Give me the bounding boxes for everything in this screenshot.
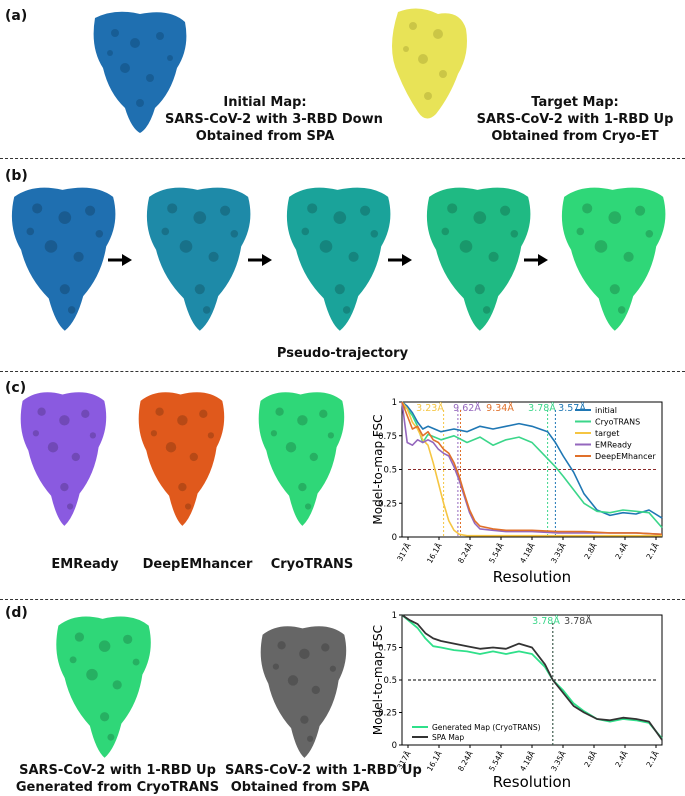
y-tick-label: 0 — [392, 533, 397, 543]
map-label-emready: EMReady — [51, 557, 119, 572]
spa-map-image — [260, 626, 347, 758]
chart-legend: initial CryoTRANS target EMReady DeepEMhance… — [575, 406, 656, 461]
x-tick-label: 2.8Å — [582, 749, 599, 769]
legend-entry: DeepEMhancer — [595, 452, 656, 461]
spa-map-caption: SARS-CoV-2 with 1-RBD Up Obtained from S… — [225, 763, 422, 795]
trajectory-arrow-3 — [388, 254, 412, 266]
generated-map-image — [56, 616, 151, 758]
deepemhancer-map-image — [138, 392, 225, 526]
generated-map-caption: SARS-CoV-2 with 1-RBD Up Generated from … — [15, 763, 220, 795]
fsc-chart-c: 0 0.25 0.5 0.75 1 317Å 16.1Å 8.24Å 5.54Å 4.18Å 3.3… — [371, 398, 663, 586]
x-tick-label: 2.4Å — [613, 541, 630, 561]
y-tick-label: 0 — [392, 741, 397, 751]
legend-entry: SPA Map — [432, 733, 464, 742]
x-tick-label: 8.24Å — [456, 541, 475, 565]
x-tick-label: 8.24Å — [456, 749, 475, 773]
target-map-caption: Target Map: SARS-CoV-2 with 1-RBD Up Obt… — [476, 95, 674, 144]
y-tick-label: 0.75 — [378, 432, 397, 442]
resolution-annotation: 9.62Å — [453, 402, 481, 414]
trajectory-frame-2 — [146, 187, 251, 331]
x-tick-label: 2.4Å — [613, 749, 630, 769]
x-tick-label: 2.1Å — [644, 541, 661, 561]
emready-map-image — [20, 392, 107, 526]
trajectory-arrow-1 — [108, 254, 132, 266]
divider-cd — [0, 599, 685, 600]
y-tick-label: 0.5 — [383, 466, 397, 476]
series-line-4 — [401, 401, 663, 536]
y-tick-label: 0.25 — [378, 499, 397, 509]
y-axis-label: Model-to-map FSC — [371, 414, 385, 524]
trajectory-arrow-4 — [524, 254, 548, 266]
panel-label-b: (b) — [5, 168, 28, 184]
y-tick-label: 0.5 — [383, 676, 397, 686]
x-tick-label: 16.1Å — [425, 749, 444, 773]
x-tick-label: 317Å — [395, 749, 413, 771]
cryotrans-map-image — [258, 392, 345, 526]
divider-bc — [0, 371, 685, 372]
pseudo-trajectory-frames — [11, 187, 666, 331]
x-tick-label: 3.35Å — [549, 541, 568, 565]
resolution-annotation: 3.78Å — [564, 615, 592, 627]
legend-entry: target — [595, 429, 619, 438]
y-tick-label: 0.25 — [378, 709, 397, 719]
x-tick-label: 317Å — [395, 541, 413, 563]
resolution-annotation: 3.57Å — [558, 402, 586, 414]
x-tick-label: 2.1Å — [644, 749, 661, 769]
panel-c-maps — [20, 392, 345, 526]
fsc-chart-d: 0 0.25 0.5 0.75 1 317Å 16.1Å 8.24Å 5.54Å 4.18Å 3.3… — [371, 611, 663, 791]
legend-entry: Generated Map (CryoTRANS) — [432, 723, 541, 732]
legend-entry: initial — [595, 406, 617, 415]
series-line-1 — [401, 614, 663, 741]
series-line-0 — [401, 614, 663, 740]
panel-label-d: (d) — [5, 605, 28, 621]
chart-legend: Generated Map (CryoTRANS)SPA Map — [412, 723, 541, 742]
initial-map-caption: Initial Map: SARS-CoV-2 with 3-RBD Down … — [165, 95, 383, 144]
y-axis-label: Model-to-map FSC — [371, 625, 385, 735]
panel-label-c: (c) — [5, 380, 27, 396]
x-tick-label: 3.35Å — [549, 749, 568, 773]
series-line-0 — [401, 401, 663, 519]
resolution-annotation: 3.78Å — [528, 402, 556, 414]
trajectory-frame-4 — [426, 187, 531, 331]
x-tick-label: 16.1Å — [425, 541, 444, 565]
x-tick-label: 2.8Å — [582, 541, 599, 561]
x-tick-label: 5.54Å — [487, 541, 506, 565]
trajectory-frame-1 — [11, 187, 116, 331]
map-label-deepemhancer: DeepEMhancer — [142, 557, 253, 572]
y-tick-label: 1 — [392, 398, 397, 408]
divider-ab — [0, 158, 685, 159]
map-label-cryotrans: CryoTRANS — [270, 557, 354, 572]
y-tick-label: 0.75 — [378, 644, 397, 654]
x-axis-label: Resolution — [493, 773, 571, 791]
series-line-3 — [401, 401, 663, 536]
legend-entry: EMReady — [595, 441, 632, 450]
x-axis-label: Resolution — [493, 568, 571, 586]
trajectory-frame-5 — [561, 187, 666, 331]
x-tick-label: 5.54Å — [487, 749, 506, 773]
legend-entry: CryoTRANS — [595, 418, 640, 427]
resolution-annotation: 3.23Å — [416, 402, 444, 414]
y-tick-label: 1 — [392, 611, 397, 621]
series-line-2 — [401, 401, 662, 537]
panel-d-maps — [56, 616, 347, 758]
resolution-annotation: 9.34Å — [486, 402, 514, 414]
x-tick-label: 4.18Å — [518, 749, 537, 773]
resolution-annotation: 3.78Å — [532, 615, 560, 627]
panel-label-a: (a) — [5, 8, 28, 24]
x-tick-label: 4.18Å — [518, 541, 537, 565]
target-map-image — [392, 8, 467, 119]
pseudo-trajectory-caption: Pseudo-trajectory — [276, 346, 409, 361]
trajectory-arrow-2 — [248, 254, 272, 266]
initial-map-image — [93, 11, 187, 133]
trajectory-frame-3 — [286, 187, 391, 331]
